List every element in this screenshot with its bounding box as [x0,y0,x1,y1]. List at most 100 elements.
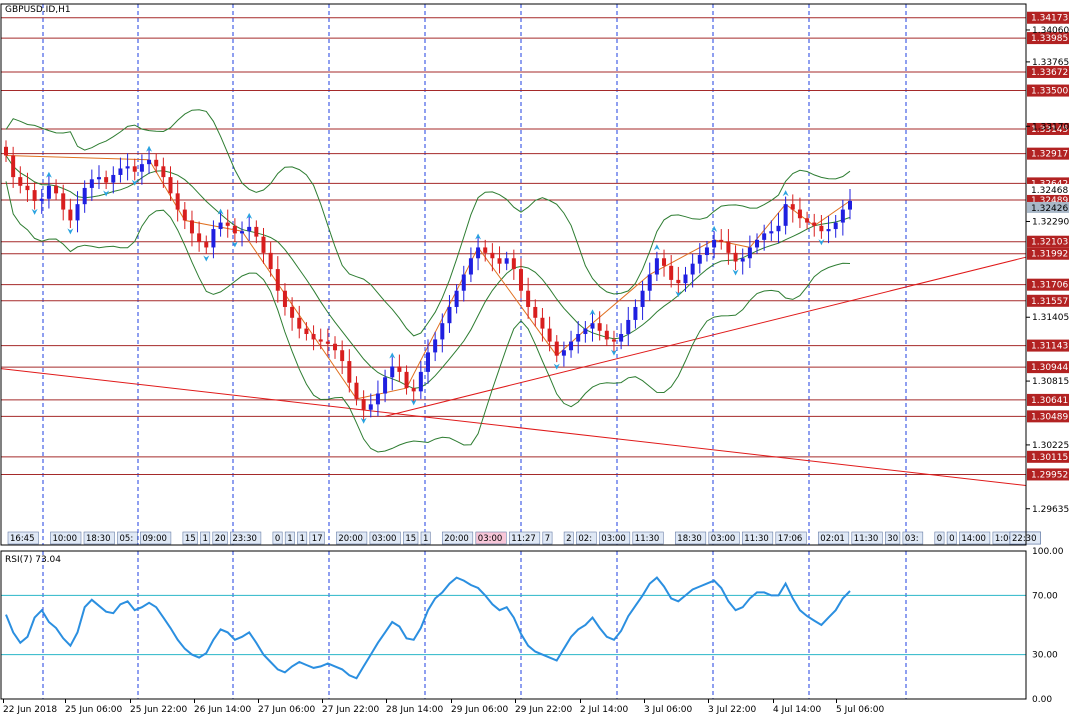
candle-body [833,222,838,230]
candle-body [454,290,459,307]
price-tick-label: 1.33170 [1032,122,1069,132]
candle-body [139,164,144,172]
candle-body [790,204,795,210]
time-axis: 22 Jun 2018 25 Jun 06:00 25 Jun 22:00 26 Ju… [3,699,885,715]
candle-body [390,366,395,378]
fractal-up-icon [589,309,596,316]
fractal-down-icon [675,291,682,298]
level-label-box [1027,393,1069,406]
time-marker-label: 15 [185,534,196,544]
time-marker-label: 14:00 [961,534,986,544]
candle-body [733,252,738,262]
candle-body [18,177,23,186]
lower-band [5,181,851,453]
fractal-up-icon [782,190,789,197]
time-marker-box [708,531,740,545]
price-axis-labels: 1.34173 1.33985 1.33672 1.33500 1.33145 1.329… [1026,11,1069,515]
time-marker-label: 23:30 [232,534,257,544]
time-axis-label: 22 Jun 2018 [3,705,57,715]
level-label: 1.33672 [1031,68,1068,78]
candle-body [540,317,545,329]
candle-body [125,166,130,169]
time-marker-box [817,531,850,545]
time-marker-box [140,531,172,545]
candle-body [619,334,624,342]
candle-body [647,274,652,291]
time-marker-box [182,531,198,545]
upper-band [5,109,851,337]
level-label-box [1027,339,1069,352]
candle-body [275,269,280,291]
level-label-box [1027,294,1069,307]
current-price-label: 1.32426 [1031,204,1068,214]
candle-body [404,371,409,389]
candle-body [769,231,774,234]
candle-body [526,290,531,307]
level-label-box [1027,65,1069,78]
rsi-pane: 100.00 70.00 30.00 0.00 [1,547,1064,705]
time-marker-box [884,531,901,545]
fractal-down-icon [103,190,110,197]
fractal-up-icon [711,225,718,232]
candle-body [433,339,438,353]
time-axis-label: 27 Jun 22:00 [322,705,379,715]
time-marker-box [200,531,211,545]
candle-body [247,226,252,232]
time-marker-box [7,531,39,545]
time-marker-label: 03:00 [478,534,503,544]
candle-body [240,231,245,234]
time-axis-label: 2 Jul 14:00 [580,705,629,715]
candle-body [697,255,702,264]
candle-body [669,265,674,280]
time-marker-box [576,531,597,545]
time-marker-box [83,531,115,545]
candle-body [633,306,638,320]
time-marker-box [902,531,924,545]
time-marker-box [775,531,807,545]
price-tick-label: 1.30815 [1032,377,1069,387]
time-marker-box [403,531,419,545]
time-marker-label: 0 [937,534,942,544]
candle-body [805,218,810,223]
candle-body [840,209,845,223]
time-marker-label: 18:30 [86,534,111,544]
candle-body [168,177,173,194]
fractal-markers [31,145,825,424]
price-tick-label: 1.29635 [1032,505,1069,515]
candle-body [576,334,581,342]
candle-body [46,185,51,199]
candle-body [683,274,688,284]
time-marker-label: 0 [949,534,954,544]
candle-body [411,388,416,392]
candle-body [254,226,259,237]
candle-body [418,371,423,392]
time-marker-label: 05: [120,534,134,544]
level-label: 1.32489 [1031,196,1068,206]
candle-body [68,209,73,221]
time-marker-box [508,531,541,545]
current-price-box [1027,201,1069,213]
candle-body [747,247,752,259]
time-marker-label: 7 [545,534,550,544]
candle-body [175,193,180,210]
candle-body [204,242,209,248]
candle-body [819,225,824,232]
time-axis-label: 28 Jun 14:00 [386,705,443,715]
candle-body [726,242,731,253]
candle-body [54,185,59,194]
candle-body [397,366,402,372]
fractal-down-icon [818,239,825,246]
time-marker-label: 1:00 [995,534,1014,544]
candle-body [75,204,80,221]
candle-body [447,306,452,324]
level-label: 1.33500 [1031,87,1068,97]
time-marker-label: 03: [905,534,919,544]
candle-body [690,263,695,275]
candle-body [426,352,430,372]
level-label-box [1027,450,1069,463]
candle-body [704,247,709,256]
time-marker-label: 30 [887,534,898,544]
time-marker-box [117,531,138,545]
time-marker-label: 17 [312,534,323,544]
